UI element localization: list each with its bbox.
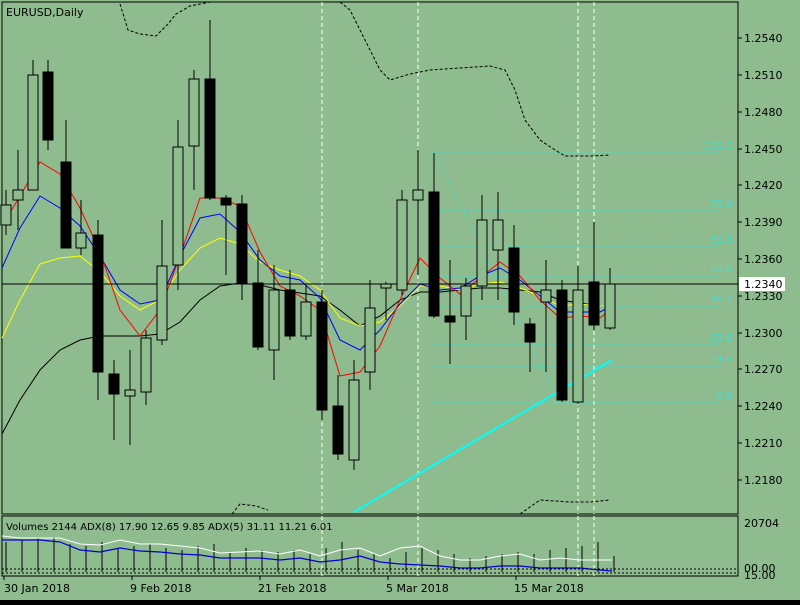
candle-bearish[interactable] [508,247,520,313]
current-price-badge: 1.2340 [739,277,785,291]
indicator-axis-mid: 00.00 [744,562,776,575]
price-label: 1.2270 [744,363,783,376]
candle-bearish[interactable] [108,373,120,395]
price-label: 1.2360 [744,253,783,266]
time-label: 21 Feb 2018 [258,582,326,595]
envelope-lower [231,499,611,515]
candle-bullish[interactable] [476,219,488,287]
candle-bearish[interactable] [204,78,216,199]
svg-text:1.2340: 1.2340 [744,278,783,291]
adx5-line [1,535,612,561]
candle-bearish[interactable] [588,281,600,326]
candle-bullish[interactable] [268,289,280,351]
price-label: 1.2390 [744,216,783,229]
candle-bullish[interactable] [412,189,424,201]
trendline[interactable] [353,359,613,513]
time-axis-ticks [3,576,517,580]
candle-bullish[interactable] [300,301,312,337]
candle-bullish[interactable] [604,283,616,329]
time-label: 9 Feb 2018 [130,582,191,595]
candle-bearish[interactable] [220,197,232,206]
indicator-label: Volumes 2144 ADX(8) 17.90 12.65 9.85 ADX… [6,522,333,533]
candle-bullish[interactable] [460,285,472,317]
indicator-axis-top: 20704 [744,517,779,530]
adx8-line [2,539,613,572]
fib-label-100: 100.0 [704,141,733,152]
fibonacci-retracement [433,152,720,404]
candle-bullish[interactable] [75,232,87,249]
candle-bullish[interactable] [156,265,168,341]
candle-bullish[interactable] [572,289,584,403]
candle-bearish[interactable] [252,282,264,348]
time-label: 5 Mar 2018 [386,582,449,595]
price-label: 1.2480 [744,106,783,119]
candle-bearish[interactable] [284,289,296,337]
fibonacci-level-labels: 100.0 76.4 61.8 50.0 38.2 23.6 14.6 0.0 [704,141,733,402]
chart-title: EURUSD,Daily [6,6,84,19]
price-pane-frame [1,1,739,515]
candle-bullish[interactable] [348,379,360,461]
candle-bearish[interactable] [236,203,248,284]
candle-bearish[interactable] [42,71,54,141]
candle-bullish[interactable] [492,219,504,251]
candle-bearish[interactable] [332,405,344,455]
time-label: 30 Jan 2018 [4,582,70,595]
envelope-upper [119,1,611,157]
indicator-baselines [2,568,738,574]
price-label: 1.2210 [744,437,783,450]
price-label: 1.2450 [744,143,783,156]
price-label: 1.2240 [744,400,783,413]
indicator-axis: 20704 00.00 15.00 [744,517,779,582]
candle-bullish[interactable] [0,204,12,226]
candle-bullish[interactable] [364,307,376,373]
fib-label-0: 0.0 [716,391,732,402]
candle-bearish[interactable] [556,289,568,401]
candle-bearish[interactable] [316,301,328,411]
candle-bearish[interactable] [444,315,456,323]
price-label: 1.2510 [744,69,783,82]
candle-bearish[interactable] [524,323,536,343]
fib-label-14: 14.6 [710,354,732,365]
candlesticks[interactable] [0,20,616,470]
price-label: 1.2300 [744,327,783,340]
fib-label-23: 23.6 [710,333,732,344]
candle-bullish[interactable] [12,189,24,201]
indicator-axis-bottom: 15.00 [744,569,776,582]
price-axis-ticks [738,37,742,481]
fib-label-38: 38.2 [710,294,732,305]
candle-bearish[interactable] [92,234,104,373]
candle-bullish[interactable] [380,283,392,289]
time-label: 15 Mar 2018 [514,582,584,595]
fib-label-50: 50.0 [710,264,732,275]
candle-bullish[interactable] [172,146,184,266]
candle-bullish[interactable] [140,337,152,393]
candle-bullish[interactable] [396,199,408,291]
price-axis: 1.2540 1.2510 1.2480 1.2450 1.2420 1.239… [744,32,783,487]
price-label: 1.2180 [744,474,783,487]
candle-bearish[interactable] [428,191,440,317]
price-label: 1.2420 [744,179,783,192]
indicator-pane-frame [1,515,739,577]
price-label: 1.2540 [744,32,783,45]
fib-label-76: 76.4 [710,199,732,210]
candle-bearish[interactable] [60,161,72,249]
candle-bullish[interactable] [124,389,136,397]
candle-bullish[interactable] [27,74,39,191]
candle-bullish[interactable] [188,78,200,147]
time-axis: 30 Jan 2018 9 Feb 2018 21 Feb 2018 5 Mar… [4,582,584,595]
candle-bullish[interactable] [540,289,552,303]
fib-label-61: 61.8 [710,235,732,246]
price-label: 1.2330 [744,290,783,303]
